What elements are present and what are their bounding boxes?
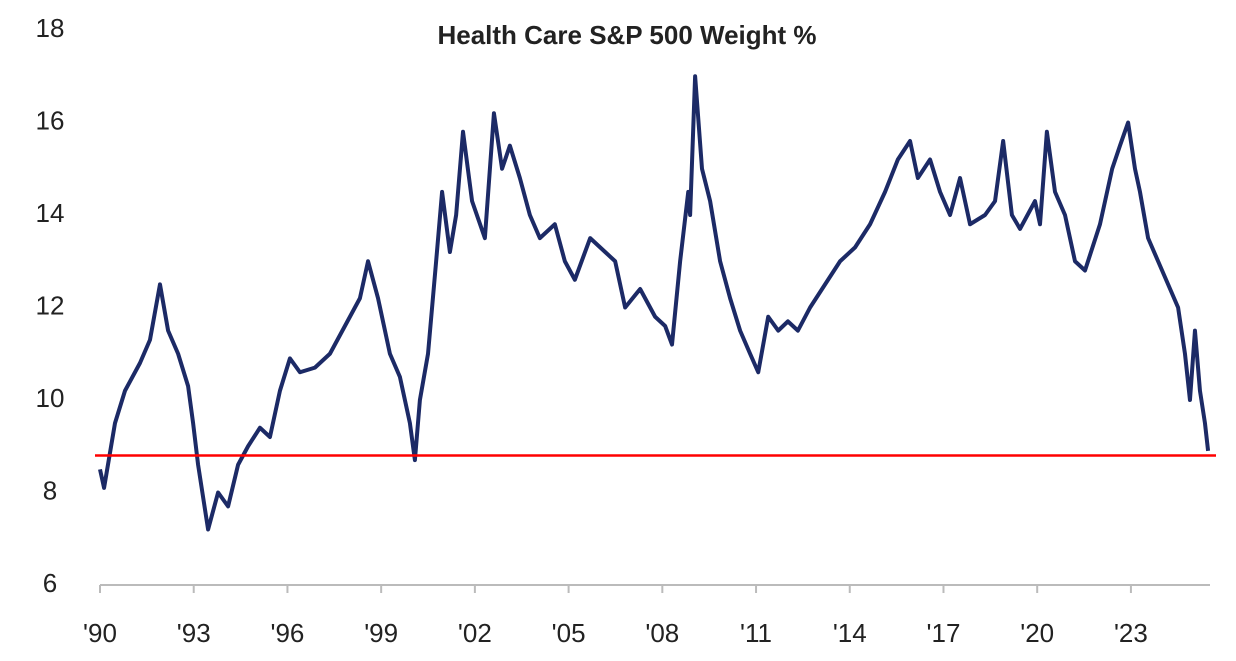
y-tick-label: 8 [43, 475, 57, 505]
x-tick-label: '99 [364, 618, 398, 648]
x-tick-label: '08 [645, 618, 679, 648]
y-tick-label: 18 [36, 13, 65, 43]
y-tick-label: 16 [36, 105, 65, 135]
x-tick-label: '20 [1020, 618, 1054, 648]
x-tick-label: '90 [83, 618, 117, 648]
data-line [98, 74, 1211, 532]
y-tick-label: 6 [43, 568, 57, 598]
y-tick-label: 10 [36, 383, 65, 413]
x-tick-label: '02 [458, 618, 492, 648]
chart-title: Health Care S&P 500 Weight % [437, 20, 816, 50]
y-tick-label: 14 [36, 198, 65, 228]
x-tick-label: '96 [270, 618, 304, 648]
x-tick-label: '11 [740, 618, 772, 648]
x-tick-label: '23 [1114, 618, 1148, 648]
y-tick-label: 12 [36, 290, 65, 320]
x-tick-label: '05 [552, 618, 586, 648]
x-tick-label: '93 [177, 618, 211, 648]
x-tick-label: '14 [833, 618, 867, 648]
x-tick-label: '17 [927, 618, 961, 648]
